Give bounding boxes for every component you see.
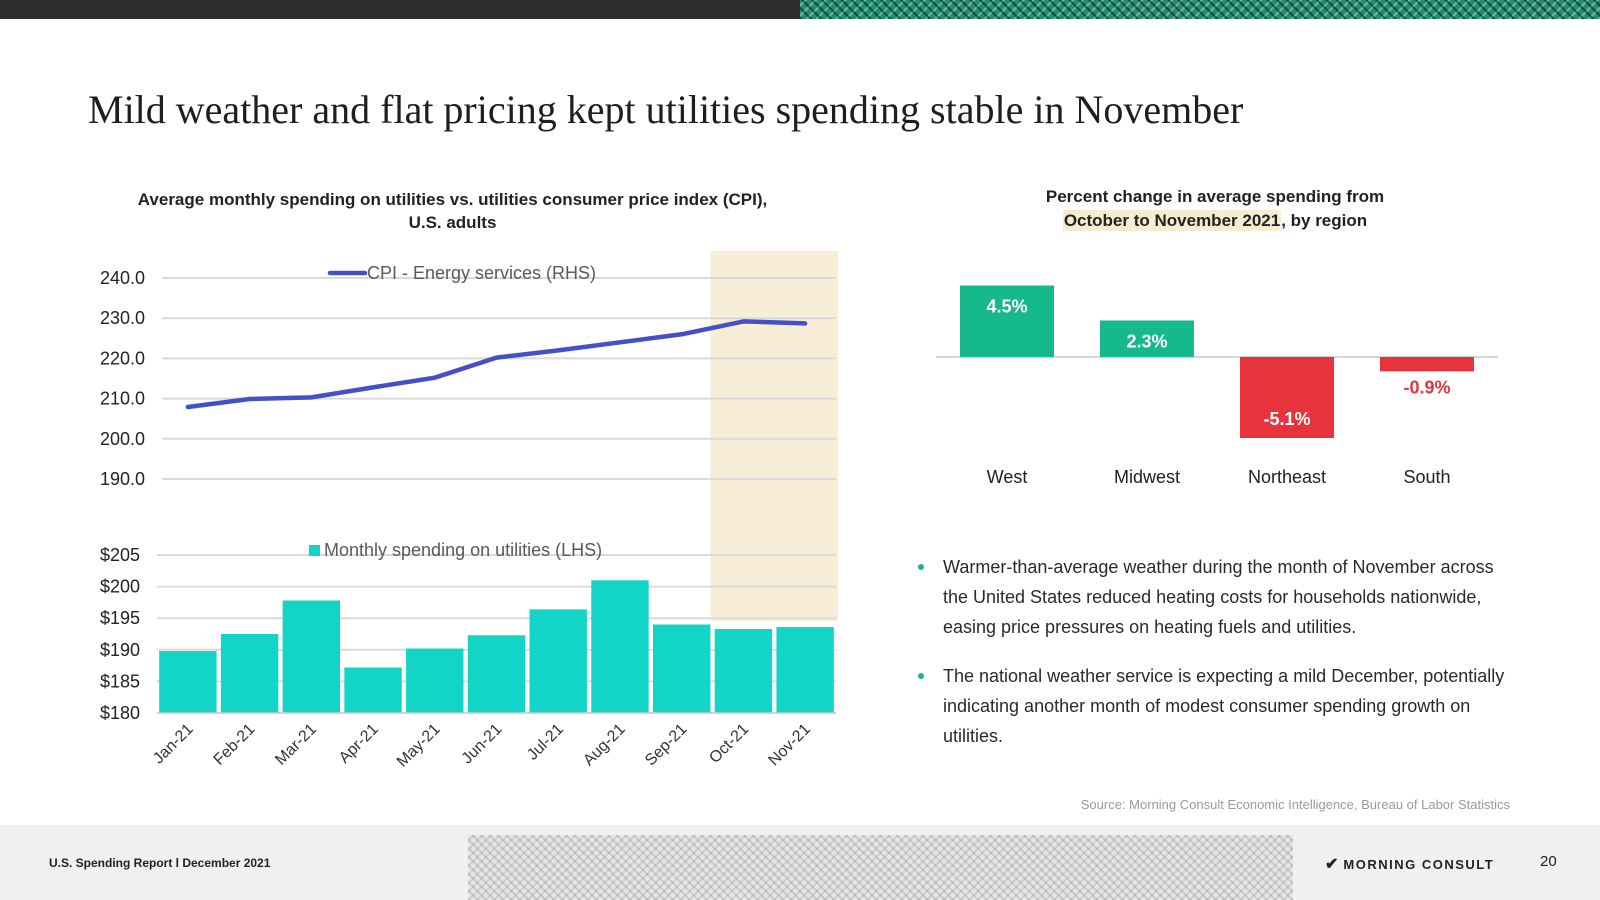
region-bar	[1100, 320, 1194, 357]
spending-bar	[714, 628, 773, 713]
bullet-dot-icon	[918, 673, 924, 679]
bullet-item: The national weather service is expectin…	[918, 661, 1518, 751]
cpi-point	[248, 397, 252, 401]
spending-bar	[282, 600, 341, 713]
spending-bar	[529, 609, 587, 713]
cpi-y-tick-label: 190.0	[100, 469, 145, 489]
spending-bar	[591, 580, 649, 713]
top-bar	[0, 0, 800, 19]
cpi-point	[371, 385, 375, 389]
x-tick-label: Feb-21	[211, 721, 259, 769]
region-value-label: 2.3%	[1126, 331, 1167, 351]
region-value-label: -0.9%	[1403, 377, 1450, 397]
left-chart: 240.0 230.0 220.0 210.0 200.0 190.0 CPI - Ener…	[100, 251, 838, 771]
spending-y-tick-label: $200	[100, 577, 140, 597]
x-tick-label: Aug-21	[580, 721, 629, 770]
right-chart: 4.5% West 2.3% Midwest -5.1% Northeast -0.9% So…	[936, 285, 1498, 487]
cpi-point	[186, 405, 190, 409]
right-chart-title-highlight: October to November 2021	[1062, 210, 1282, 231]
cpi-y-tick-label: 210.0	[100, 389, 145, 409]
brand-name: MORNING CONSULT	[1343, 856, 1495, 872]
spending-y-tick-label: $205	[100, 545, 140, 565]
x-tick-label: Oct-21	[706, 721, 752, 767]
x-tick-label: May-21	[394, 721, 444, 771]
bullet-text: The national weather service is expectin…	[943, 666, 1505, 746]
top-bar-pattern	[800, 0, 1600, 19]
region-category-label: Midwest	[1114, 467, 1180, 487]
x-tick-label: Nov-21	[765, 721, 814, 770]
source-note: Source: Morning Consult Economic Intelli…	[1080, 797, 1510, 812]
cpi-point	[556, 348, 560, 352]
region-bar	[1380, 357, 1474, 372]
cpi-legend-label: CPI - Energy services (RHS)	[367, 263, 596, 283]
cpi-point	[433, 376, 437, 380]
bullet-list: Warmer-than-average weather during the m…	[918, 552, 1518, 770]
bullet-dot-icon	[918, 564, 924, 570]
region-bar	[1240, 357, 1334, 438]
spending-legend-swatch	[309, 545, 320, 556]
x-tick-label: Mar-21	[272, 721, 320, 769]
spending-bar	[344, 667, 402, 713]
region-category-label: South	[1403, 467, 1450, 487]
cpi-y-tick-label: 240.0	[100, 268, 145, 288]
region-value-label: -5.1%	[1263, 409, 1310, 429]
brand-logo: ✔ MORNING CONSULT	[1325, 854, 1494, 874]
right-chart-title-line1: Percent change in average spending from	[1045, 187, 1385, 206]
x-tick-label: Sep-21	[642, 721, 691, 770]
report-label: U.S. Spending Report l December 2021	[49, 856, 271, 870]
cpi-point	[680, 332, 684, 336]
cpi-y-tick-label: 230.0	[100, 308, 145, 328]
footer-pattern	[468, 835, 1293, 900]
x-tick-label: Apr-21	[336, 721, 382, 767]
highlight-band	[710, 251, 838, 621]
x-tick-label: Jan-21	[150, 721, 197, 768]
left-chart-title: Average monthly spending on utilities vs…	[90, 188, 815, 234]
cpi-y-tick-label: 220.0	[100, 348, 145, 368]
spending-y-tick-label: $190	[100, 640, 140, 660]
spending-bar	[159, 651, 217, 713]
right-chart-title-rest: , by region	[1281, 211, 1368, 230]
right-chart-title: Percent change in average spending from …	[960, 185, 1470, 233]
spending-bar	[467, 635, 526, 713]
spending-legend-label: Monthly spending on utilities (LHS)	[324, 540, 602, 560]
cpi-point	[618, 340, 622, 344]
spending-bar	[776, 627, 834, 713]
region-category-label: West	[987, 467, 1028, 487]
cpi-point	[803, 321, 807, 325]
spending-y-tick-label: $185	[100, 671, 140, 691]
left-chart-title-line2: U.S. adults	[408, 213, 497, 232]
left-chart-title-line1: Average monthly spending on utilities vs…	[137, 190, 768, 209]
page-number: 20	[1540, 853, 1557, 870]
x-tick-label: Jul-21	[524, 721, 567, 764]
cpi-y-tick-label: 200.0	[100, 429, 145, 449]
spending-bar	[652, 624, 711, 713]
spending-bar	[406, 648, 464, 713]
page-title: Mild weather and flat pricing kept utili…	[88, 87, 1244, 132]
cpi-point	[309, 395, 313, 399]
spending-bar	[220, 634, 279, 713]
region-value-label: 4.5%	[986, 297, 1027, 317]
bullet-item: Warmer-than-average weather during the m…	[918, 552, 1518, 642]
spending-y-tick-label: $180	[100, 703, 140, 723]
x-tick-label: Jun-21	[459, 721, 506, 768]
cpi-point	[495, 356, 498, 360]
footer: U.S. Spending Report l December 2021 ✔ M…	[0, 825, 1600, 900]
region-category-label: Northeast	[1248, 467, 1326, 487]
spending-y-tick-label: $195	[100, 608, 140, 628]
region-bar	[960, 285, 1054, 357]
cpi-point	[741, 319, 745, 323]
brand-logo-icon: ✔	[1325, 856, 1339, 873]
bullet-text: Warmer-than-average weather during the m…	[943, 557, 1494, 637]
